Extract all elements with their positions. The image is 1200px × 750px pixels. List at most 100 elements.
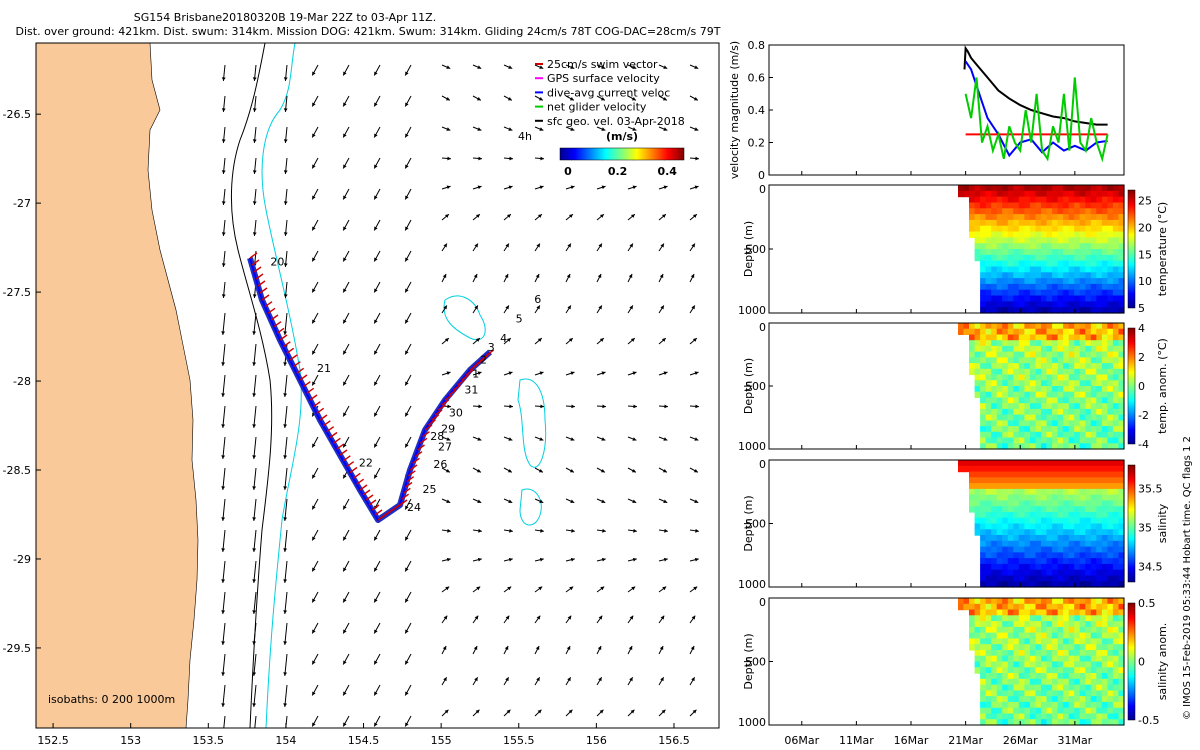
heatmap-cell — [1029, 254, 1036, 262]
heatmap-cell — [1112, 249, 1119, 256]
heatmap-cell — [1029, 190, 1036, 198]
heatmap-cell — [1035, 673, 1042, 680]
heatmap-cell — [1007, 219, 1014, 227]
heatmap-cell — [1107, 535, 1114, 542]
velocity-arrow — [284, 312, 288, 335]
velocity-arrowhead — [539, 185, 544, 190]
velocity-arrowhead — [312, 474, 316, 479]
heatmap-cell — [1041, 272, 1048, 279]
heatmap-cell — [1101, 483, 1108, 490]
heatmap-cell — [1063, 713, 1070, 720]
heatmap-cell — [1002, 272, 1009, 279]
heatmap-cell — [1090, 546, 1097, 553]
heatmap-cell — [1118, 243, 1125, 250]
heatmap-cell — [1090, 655, 1097, 663]
heatmap-cell — [1074, 603, 1081, 611]
day-label: 24 — [407, 501, 421, 514]
heatmap-cell — [1046, 363, 1053, 370]
heatmap-cell — [1068, 243, 1075, 250]
heatmap-cell — [1090, 289, 1097, 297]
heatmap-cell — [1041, 546, 1048, 553]
heatmap-cell — [969, 477, 976, 484]
heatmap-cell — [1002, 278, 1009, 285]
velocity-arrowhead — [221, 294, 226, 298]
heatmap-cell — [991, 707, 998, 715]
heatmap-cell — [1063, 420, 1070, 427]
heatmap-cell — [1112, 357, 1119, 364]
heatmap-cell — [1002, 363, 1009, 370]
heatmap-cell — [980, 650, 987, 657]
heatmap-cell — [1096, 529, 1103, 536]
heatmap-cell — [1107, 237, 1114, 244]
heatmap-cell — [1068, 185, 1075, 192]
heatmap-cell — [1074, 535, 1081, 542]
heatmap-cell — [1046, 719, 1053, 726]
heatmap-cell — [1090, 650, 1097, 657]
heatmap-cell — [1018, 340, 1025, 347]
heatmap-cell — [1074, 219, 1081, 227]
heatmap-cell — [1002, 345, 1009, 353]
heatmap-cell — [1007, 374, 1014, 381]
heatmap-cell — [1101, 328, 1108, 335]
heatmap-cell — [1079, 598, 1086, 605]
heatmap-cell — [1118, 575, 1125, 582]
heatmap-cell — [1052, 443, 1059, 450]
heatmap-cell — [1085, 483, 1092, 490]
heatmap-cell — [1085, 575, 1092, 582]
heatmap-cell — [1024, 260, 1031, 267]
heatmap-cell — [1079, 289, 1086, 297]
heatmap-cell — [1029, 272, 1036, 279]
heatmap-cell — [1063, 283, 1070, 291]
velocity-arrowhead — [599, 214, 604, 218]
heatmap-cell — [1024, 249, 1031, 256]
heatmap-cell — [1024, 575, 1031, 582]
heatmap-cell — [1107, 506, 1114, 513]
swim-vector-tick — [270, 314, 279, 321]
swim-vector-tick — [374, 509, 383, 516]
velocity-arrow — [222, 498, 226, 521]
heatmap-cell — [1090, 552, 1097, 559]
heatmap-cell — [980, 202, 987, 209]
heatmap-cell — [996, 575, 1003, 582]
heatmap-cell — [1118, 260, 1125, 267]
heatmap-cell — [1085, 465, 1092, 473]
heatmap-cell — [1068, 506, 1075, 513]
heatmap-cell — [1007, 397, 1014, 404]
heatmap-cell — [1052, 673, 1059, 680]
heatmap-cell — [974, 632, 981, 639]
heatmap-cell — [1112, 237, 1119, 244]
velocity-arrowhead — [443, 243, 447, 248]
heatmap-cell — [1112, 340, 1119, 347]
heatmap-cell — [1007, 696, 1014, 703]
heatmap-cell — [1002, 696, 1009, 703]
velocity-arrowhead — [442, 273, 447, 278]
heatmap-cell — [1013, 340, 1020, 347]
heatmap-cell — [1090, 260, 1097, 267]
heatmap-cell — [1046, 477, 1053, 484]
heatmap-cell — [980, 684, 987, 691]
heatmap-cell — [991, 202, 998, 209]
heatmap-cell — [1068, 598, 1075, 605]
heatmap-cell — [1063, 328, 1070, 335]
heatmap-cell — [1013, 701, 1020, 709]
velocity-arrowhead — [628, 273, 633, 278]
heatmap-cell — [1052, 460, 1059, 467]
heatmap-cell — [1002, 431, 1009, 439]
heatmap-cell — [1018, 363, 1025, 370]
heatmap-cell — [1112, 351, 1119, 358]
heatmap-cell — [1002, 208, 1009, 215]
heatmap-cell — [1035, 266, 1042, 273]
heatmap-cell — [1079, 420, 1086, 427]
velocity-arrowhead — [506, 709, 511, 714]
heatmap-cell — [1057, 701, 1064, 709]
heatmap-cell — [1046, 289, 1053, 297]
heatmap-cell — [996, 603, 1003, 611]
heatmap-cell — [1096, 363, 1103, 370]
heatmap-cell — [1101, 357, 1108, 364]
heatmap-cell — [1057, 575, 1064, 582]
heatmap-cell — [974, 254, 981, 262]
heatmap-cell — [969, 351, 976, 358]
heatmap-cell — [1101, 460, 1108, 467]
velocity-arrowhead — [628, 645, 633, 650]
heatmap-cell — [1101, 272, 1108, 279]
